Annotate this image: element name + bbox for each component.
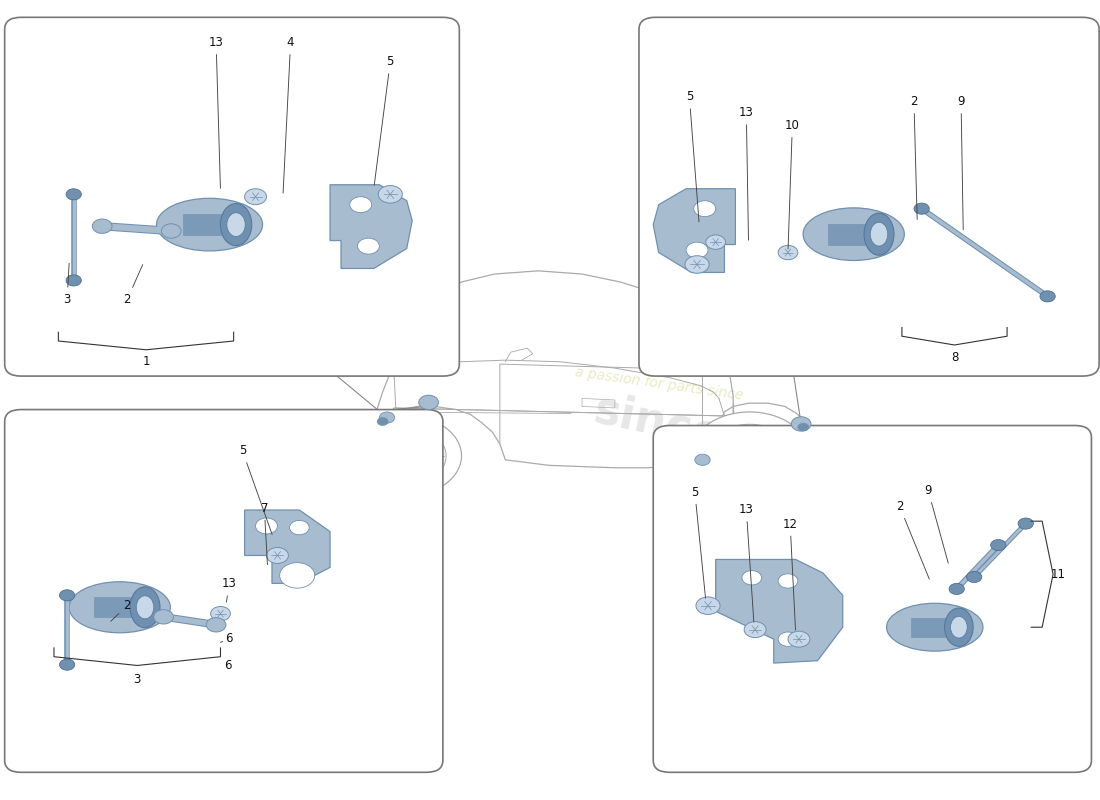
Circle shape (706, 424, 793, 487)
Circle shape (162, 224, 182, 238)
Circle shape (66, 275, 81, 286)
Text: 2: 2 (896, 500, 929, 579)
Circle shape (742, 570, 761, 585)
Circle shape (207, 618, 226, 632)
Circle shape (289, 520, 309, 534)
Circle shape (377, 418, 388, 426)
Circle shape (696, 597, 720, 614)
Ellipse shape (950, 617, 967, 638)
Text: 2: 2 (111, 599, 131, 622)
Text: 13: 13 (209, 36, 223, 188)
Circle shape (1040, 290, 1055, 302)
FancyBboxPatch shape (911, 618, 946, 637)
Text: 10: 10 (785, 119, 800, 249)
Text: 6: 6 (224, 659, 232, 672)
Ellipse shape (870, 222, 888, 246)
Text: since1985: since1985 (591, 389, 847, 483)
Text: 2: 2 (123, 265, 143, 306)
Text: 3: 3 (64, 263, 70, 306)
Circle shape (736, 446, 763, 466)
Circle shape (66, 189, 81, 200)
FancyBboxPatch shape (4, 410, 443, 772)
Ellipse shape (803, 208, 904, 261)
Circle shape (92, 219, 112, 234)
Circle shape (350, 197, 372, 213)
Text: 11: 11 (1050, 568, 1066, 581)
Ellipse shape (227, 213, 245, 237)
Circle shape (686, 242, 708, 258)
Text: 9: 9 (957, 95, 965, 230)
Circle shape (778, 632, 798, 646)
Text: 1: 1 (142, 355, 150, 368)
Text: 13: 13 (222, 578, 236, 602)
Circle shape (967, 571, 982, 582)
Text: 5: 5 (374, 55, 394, 185)
Polygon shape (330, 185, 412, 269)
Polygon shape (653, 189, 736, 273)
Circle shape (395, 447, 419, 465)
FancyBboxPatch shape (183, 214, 221, 235)
Ellipse shape (156, 198, 263, 251)
Text: 5: 5 (691, 486, 705, 598)
Circle shape (744, 622, 766, 638)
Circle shape (244, 189, 266, 205)
Circle shape (379, 412, 395, 423)
Text: 5: 5 (239, 444, 272, 534)
FancyBboxPatch shape (4, 18, 460, 376)
Text: 5: 5 (685, 90, 698, 222)
Ellipse shape (865, 213, 894, 255)
Text: 12: 12 (783, 518, 798, 630)
Circle shape (798, 423, 808, 431)
Text: 6: 6 (220, 632, 233, 646)
Ellipse shape (130, 587, 159, 628)
Circle shape (991, 539, 1006, 550)
Text: 4: 4 (283, 36, 295, 193)
Circle shape (358, 238, 379, 254)
Circle shape (1018, 518, 1033, 529)
Circle shape (695, 454, 711, 466)
FancyBboxPatch shape (95, 597, 131, 618)
Circle shape (255, 518, 277, 534)
Circle shape (210, 606, 230, 621)
Circle shape (914, 203, 929, 214)
Circle shape (694, 201, 716, 217)
Circle shape (788, 631, 810, 647)
Ellipse shape (945, 608, 974, 646)
Circle shape (778, 246, 798, 260)
Circle shape (690, 412, 810, 500)
Ellipse shape (220, 203, 252, 246)
Circle shape (59, 590, 75, 601)
Polygon shape (244, 510, 330, 583)
Polygon shape (716, 559, 843, 663)
FancyBboxPatch shape (828, 224, 866, 245)
FancyBboxPatch shape (653, 426, 1091, 772)
Text: 13: 13 (739, 106, 754, 240)
Circle shape (266, 547, 288, 563)
Ellipse shape (136, 596, 154, 618)
Text: 7: 7 (261, 502, 268, 565)
Circle shape (419, 395, 439, 410)
Text: 8: 8 (950, 350, 958, 363)
Circle shape (791, 417, 811, 431)
Circle shape (378, 186, 403, 203)
Text: 13: 13 (739, 503, 754, 622)
Circle shape (367, 427, 447, 485)
Circle shape (949, 583, 965, 594)
Text: a passion for parts since: a passion for parts since (574, 366, 744, 402)
FancyBboxPatch shape (639, 18, 1099, 376)
Circle shape (706, 235, 726, 250)
Circle shape (685, 256, 710, 274)
Circle shape (352, 416, 462, 496)
Circle shape (778, 574, 798, 588)
Circle shape (279, 562, 315, 588)
Circle shape (59, 659, 75, 670)
Text: 3: 3 (133, 673, 141, 686)
Text: 2: 2 (910, 95, 917, 219)
Circle shape (154, 610, 174, 624)
Text: 9: 9 (924, 484, 948, 563)
Ellipse shape (69, 582, 170, 633)
Ellipse shape (887, 603, 983, 651)
